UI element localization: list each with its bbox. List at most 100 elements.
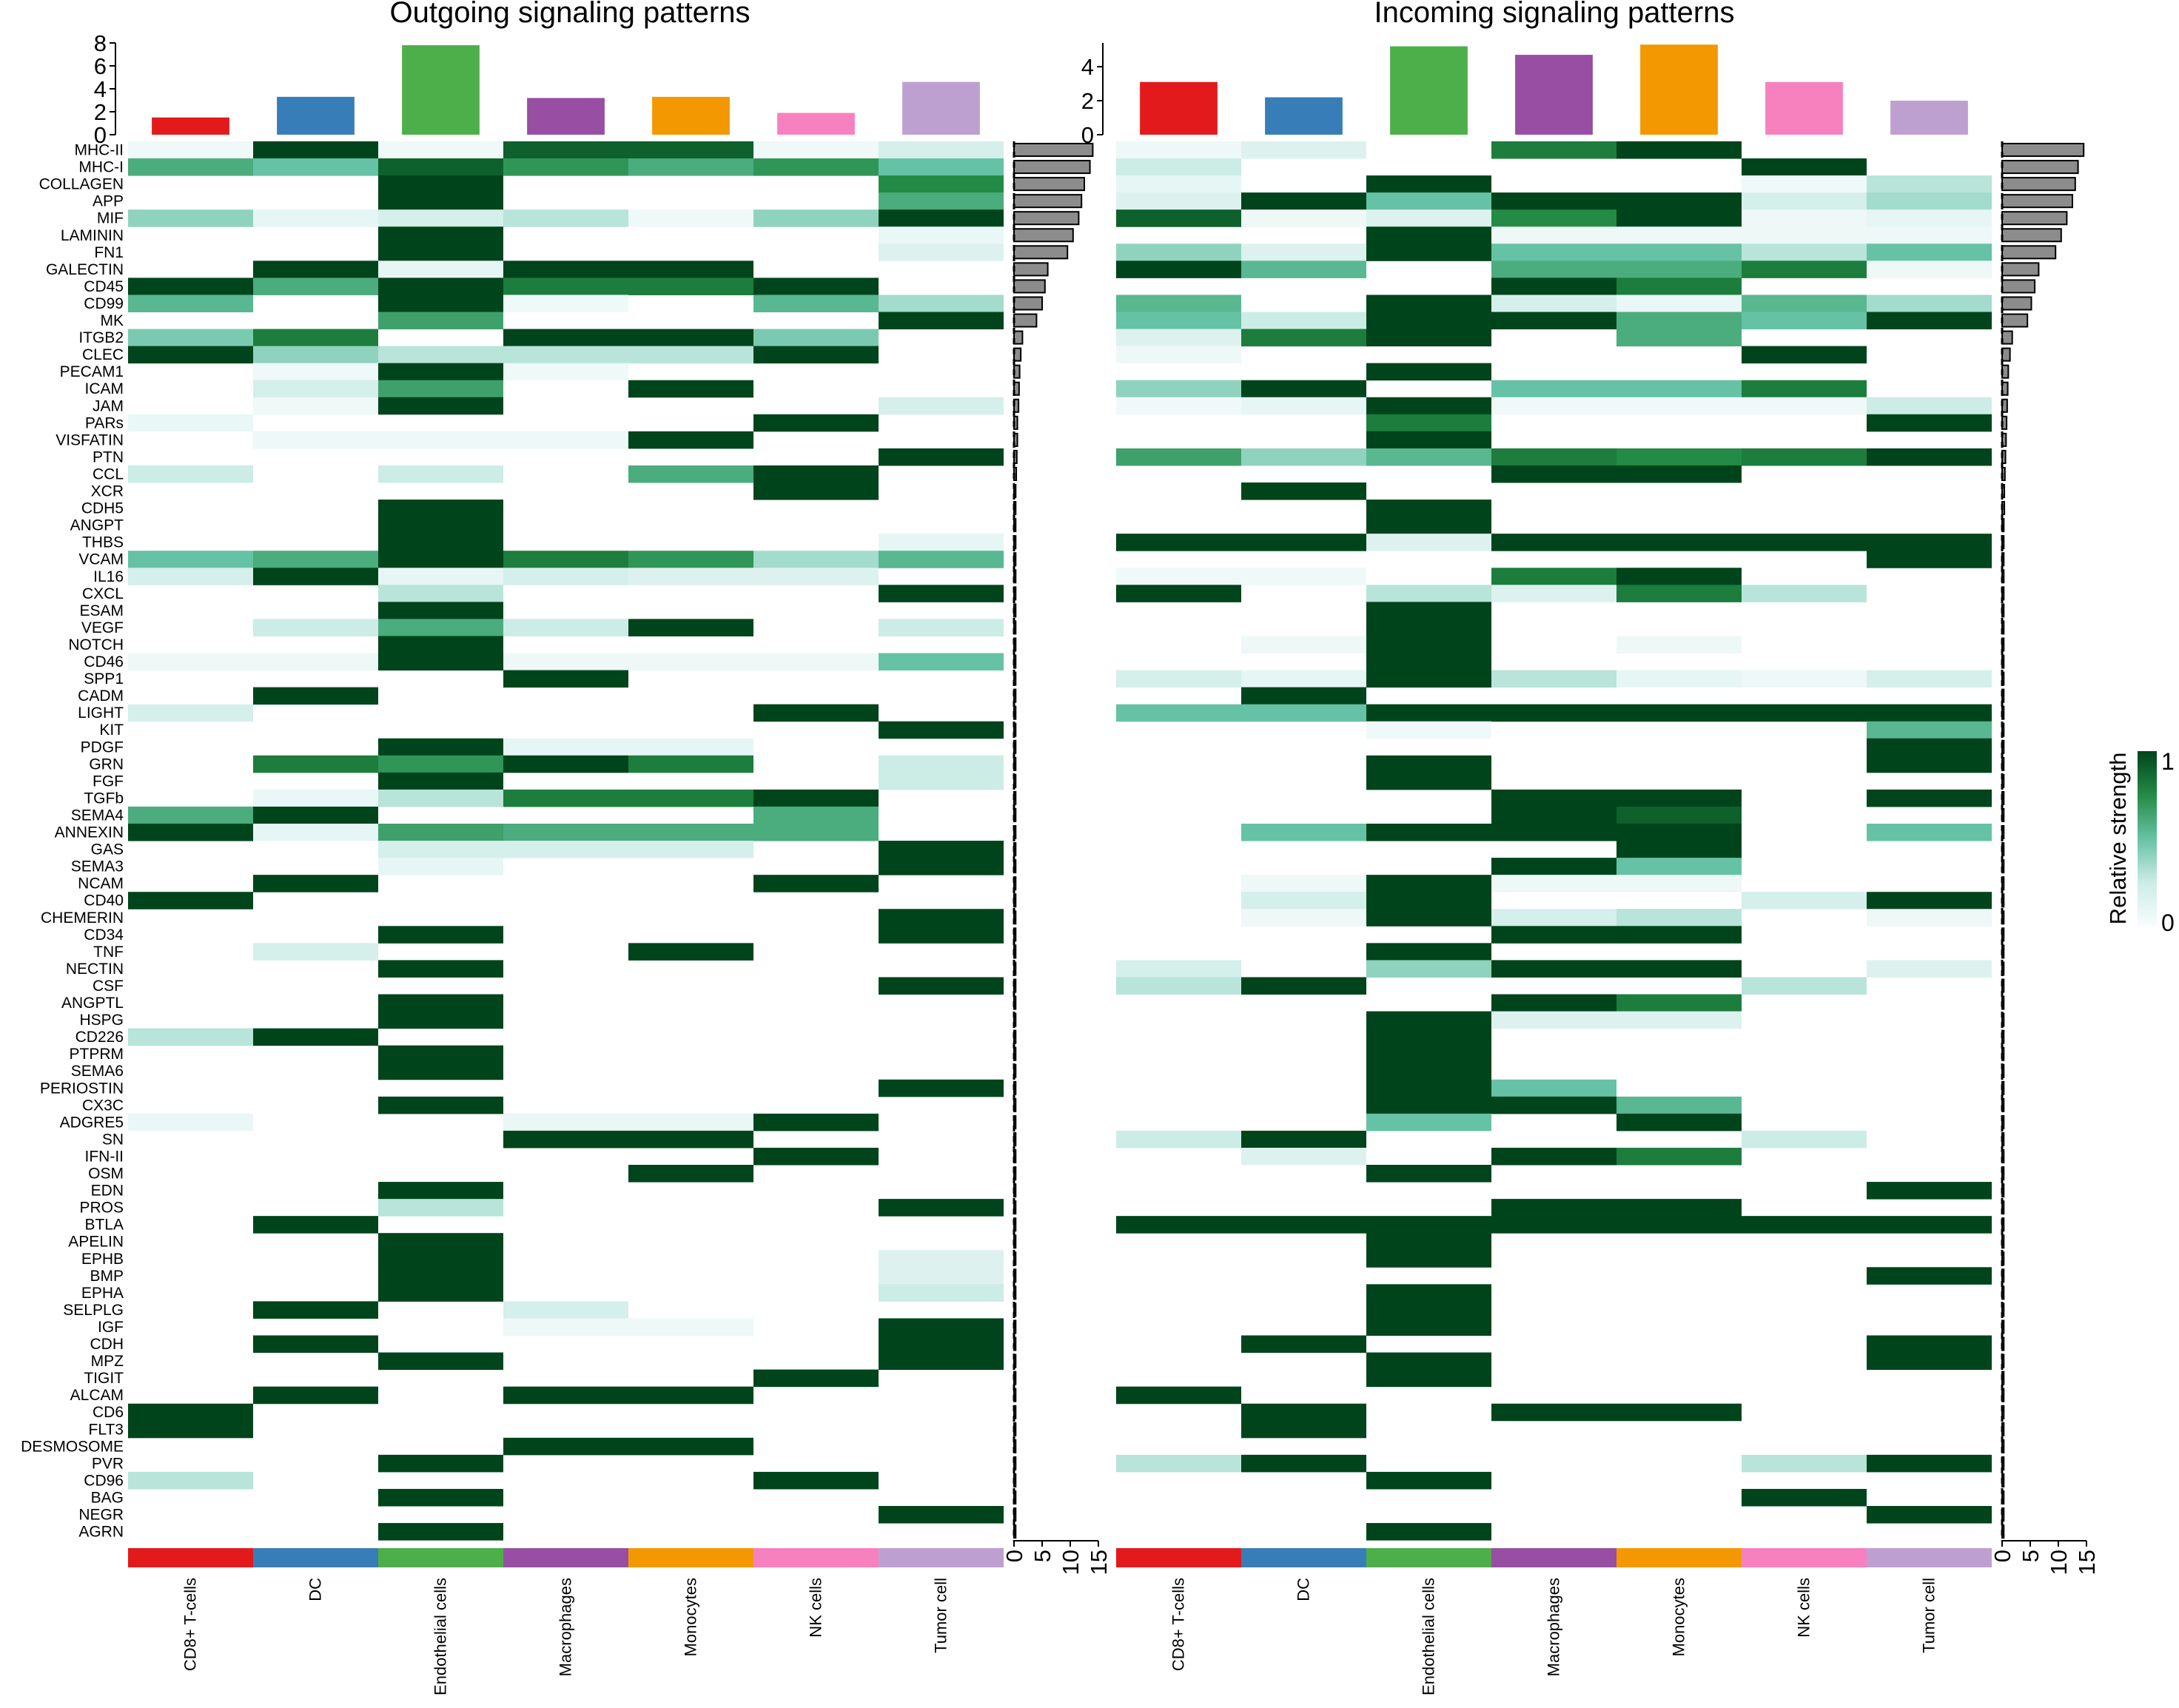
row-label: SN: [102, 1131, 124, 1148]
heatmap-cell: [1867, 721, 1992, 739]
heatmap-cell: [1366, 824, 1491, 841]
heatmap-cell: [378, 619, 503, 636]
heatmap-cell: [378, 568, 503, 585]
heatmap-cell: [1867, 1335, 1992, 1354]
heatmap-cell: [128, 209, 253, 227]
heatmap-cell: [1616, 585, 1742, 602]
heatmap-cell: [253, 875, 378, 892]
heatmap-cell: [1491, 858, 1616, 875]
column-color-strip: [1867, 1548, 1992, 1567]
column-color-strip: [1116, 1548, 1241, 1567]
column-label: Macrophages: [1545, 1578, 1563, 1676]
column-label: NK cells: [807, 1578, 825, 1638]
column-bar-tick-label: 0: [94, 122, 107, 148]
row-label: ICAM: [85, 380, 124, 397]
row-label: CD99: [84, 295, 124, 312]
heatmap-cell: [1366, 500, 1491, 517]
heatmap-cell: [1742, 892, 1867, 910]
heatmap-cell: [128, 806, 253, 824]
heatmap-cell: [503, 738, 628, 756]
heatmap-cell: [1742, 534, 1867, 551]
column-label: Monocytes: [1670, 1578, 1688, 1656]
heatmap-cell: [1366, 175, 1491, 193]
heatmap-cell: [628, 329, 753, 347]
heatmap-cell: [1366, 755, 1491, 773]
heatmap-cell: [503, 209, 628, 227]
heatmap-cell: [628, 824, 753, 841]
heatmap-cell: [879, 551, 1004, 568]
heatmap-cell: [1616, 841, 1742, 858]
heatmap-cell: [1867, 892, 1992, 910]
heatmap-cell: [503, 551, 628, 568]
heatmap-cell: [1616, 465, 1742, 483]
heatmap-cell: [1867, 209, 1992, 227]
heatmap-cell: [1491, 295, 1616, 312]
row-label: PERIOSTIN: [40, 1080, 124, 1097]
heatmap-cell: [378, 534, 503, 551]
row-label: SEMA4: [71, 807, 124, 824]
column-color-strip: [503, 1548, 628, 1567]
heatmap-cell: [378, 397, 503, 415]
column-label: DC: [1295, 1578, 1313, 1601]
heatmap-cell: [128, 465, 253, 483]
row-total-bar: [1013, 347, 1022, 362]
heatmap-cell: [503, 568, 628, 585]
heatmap-cell: [128, 1403, 253, 1422]
heatmap-cell: [1116, 346, 1241, 364]
column-bar-tick-label: 4: [1081, 54, 1094, 80]
heatmap-cell: [253, 1216, 378, 1234]
heatmap-cell: [503, 653, 628, 671]
heatmap-cell: [503, 346, 628, 364]
heatmap-cell: [1742, 192, 1867, 210]
heatmap-cell: [128, 653, 253, 671]
heatmap-cell: [1241, 329, 1366, 347]
heatmap-cell: [1616, 1403, 1742, 1422]
heatmap-cell: [378, 260, 503, 278]
heatmap-cell: [1616, 226, 1742, 244]
row-label: VEGF: [81, 619, 124, 636]
heatmap-cell: [1116, 329, 1241, 347]
row-bar-tick-label: 0: [1001, 1550, 1027, 1562]
heatmap-cell: [879, 1506, 1004, 1524]
heatmap-cell: [1241, 380, 1366, 398]
heatmap-cell: [1366, 1233, 1491, 1251]
heatmap-cell: [1241, 1403, 1366, 1422]
row-label: JAM: [93, 397, 124, 414]
heatmap-cell: [1116, 448, 1241, 466]
heatmap-cell: [753, 653, 879, 671]
heatmap-cell: [1241, 448, 1366, 466]
heatmap-cell: [628, 141, 753, 159]
heatmap-cell: [1366, 670, 1491, 688]
row-label: APP: [93, 193, 124, 210]
heatmap-cell: [1867, 414, 1992, 432]
column-color-strip: [1241, 1548, 1366, 1567]
heatmap-cell: [628, 278, 753, 295]
heatmap-cell: [753, 1147, 879, 1166]
heatmap-cell: [378, 653, 503, 671]
column-total-bar: [902, 81, 980, 135]
heatmap-cell: [1742, 380, 1867, 398]
heatmap-cell: [1241, 1130, 1366, 1149]
heatmap-cell: [1366, 363, 1491, 381]
column-label: Tumor cell: [1920, 1578, 1938, 1653]
heatmap-cell: [1116, 312, 1241, 330]
row-total-bar: [2001, 330, 2013, 345]
row-label: CLEC: [82, 346, 124, 363]
heatmap-cell: [503, 260, 628, 278]
heatmap-cell: [1366, 414, 1491, 432]
heatmap-cell: [378, 346, 503, 364]
heatmap-cell: [1616, 994, 1742, 1012]
row-label: PECAM1: [60, 363, 124, 380]
heatmap-cell: [1241, 909, 1366, 927]
heatmap-cell: [378, 1523, 503, 1541]
color-legend: Relative strength 1 0: [2105, 748, 2175, 936]
row-label: COLLAGEN: [39, 176, 124, 193]
heatmap-cell: [1241, 243, 1366, 261]
heatmap-cell: [128, 824, 253, 841]
heatmap-cell: [1616, 789, 1742, 807]
heatmap-cell: [378, 824, 503, 841]
heatmap-cell: [1616, 260, 1742, 278]
heatmap-cell: [128, 704, 253, 722]
heatmap-cell: [253, 346, 378, 364]
row-label: NCAM: [78, 875, 124, 892]
